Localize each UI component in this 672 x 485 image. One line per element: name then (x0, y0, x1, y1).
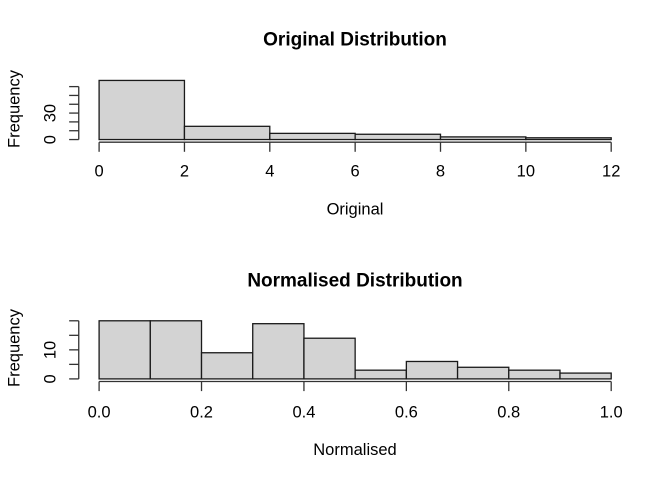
svg-text:Normalised: Normalised (313, 441, 396, 459)
svg-text:6: 6 (351, 163, 360, 181)
svg-text:0.2: 0.2 (190, 403, 213, 421)
svg-text:30: 30 (42, 104, 60, 122)
svg-text:Original: Original (327, 201, 384, 219)
svg-text:0.4: 0.4 (292, 403, 315, 421)
svg-text:0.8: 0.8 (497, 403, 520, 421)
svg-text:2: 2 (180, 163, 189, 181)
svg-text:0: 0 (95, 163, 104, 181)
svg-text:10: 10 (517, 163, 535, 181)
svg-text:0: 0 (42, 135, 60, 144)
svg-text:8: 8 (436, 163, 445, 181)
svg-text:12: 12 (602, 163, 620, 181)
svg-text:Frequency: Frequency (6, 308, 24, 387)
svg-text:0.0: 0.0 (88, 403, 111, 421)
svg-text:4: 4 (265, 163, 274, 181)
svg-text:0.6: 0.6 (395, 403, 418, 421)
svg-text:Original Distribution: Original Distribution (263, 30, 447, 51)
svg-text:1.0: 1.0 (600, 403, 623, 421)
svg-text:Normalised Distribution: Normalised Distribution (247, 270, 462, 291)
svg-text:10: 10 (42, 341, 60, 359)
svg-text:Frequency: Frequency (6, 69, 24, 148)
svg-text:0: 0 (42, 374, 60, 383)
